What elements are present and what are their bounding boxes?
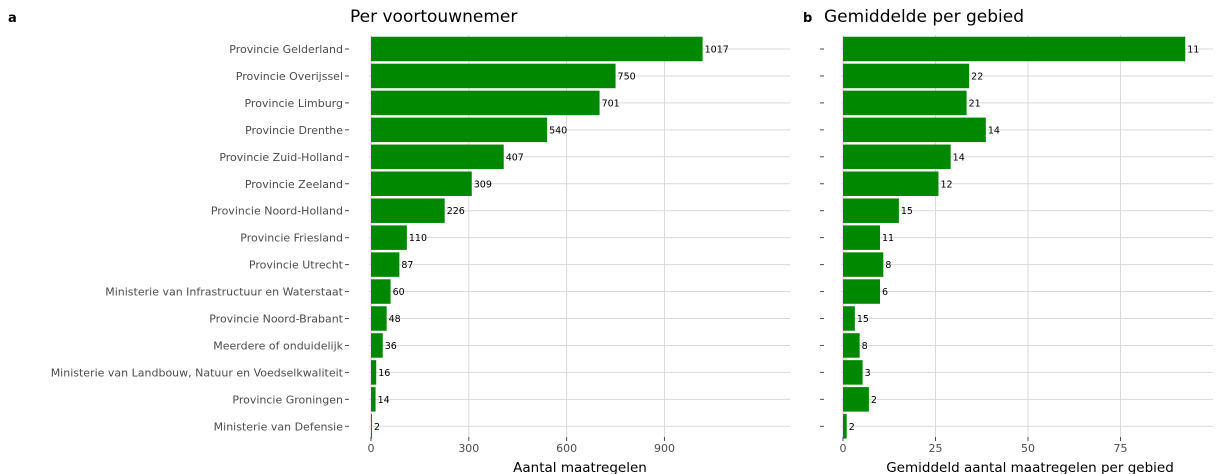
panel-b-x-axis-title: Gemiddeld aantal maatregelen per gebied bbox=[886, 460, 1174, 474]
panel-a-bar bbox=[371, 360, 377, 385]
panel-b-data-label: 8 bbox=[862, 341, 868, 352]
panel-b-data-label: 6 bbox=[882, 287, 888, 298]
category-label: Provincie Zuid-Holland bbox=[219, 151, 343, 164]
panel-a-bar bbox=[371, 90, 600, 116]
category-label: Provincie Zeeland bbox=[245, 178, 343, 191]
panel-b-bar bbox=[843, 90, 967, 116]
panel-a-data-label: 540 bbox=[549, 125, 567, 136]
panel-b-data-label: 2 bbox=[871, 395, 877, 406]
panel-a-letter: a bbox=[8, 11, 17, 26]
panel-a-bar bbox=[371, 252, 400, 277]
panel-b-bar bbox=[843, 171, 939, 196]
category-label: Meerdere of onduidelijk bbox=[213, 339, 343, 352]
panel-a-bar bbox=[371, 198, 445, 223]
panel-a-bar bbox=[371, 333, 383, 358]
panel-a-x-tick-label: 900 bbox=[654, 442, 675, 455]
panel-a-data-label: 407 bbox=[506, 152, 524, 163]
panel-a-plot: 0 300 600 900 Provincie Gelderland 1017 Provin… bbox=[51, 35, 790, 455]
category-label: Provincie Noord-Brabant bbox=[209, 313, 343, 326]
panel-b-title: Gemiddelde per gebied bbox=[824, 7, 1024, 27]
category-label: Provincie Limburg bbox=[244, 97, 343, 110]
panel-a-data-label: 701 bbox=[602, 98, 620, 109]
panel-a-data-label: 750 bbox=[618, 71, 636, 82]
panel-a-data-label: 16 bbox=[378, 368, 390, 379]
panel-b-data-label: 15 bbox=[901, 206, 913, 217]
panel-b-data-label: 22 bbox=[971, 71, 983, 82]
panel-b-data-label: 14 bbox=[988, 125, 1000, 136]
panel-b-bar bbox=[843, 225, 880, 250]
panel-b-bar bbox=[843, 198, 899, 223]
panel-a-data-label: 60 bbox=[393, 287, 405, 298]
category-label: Provincie Utrecht bbox=[249, 259, 344, 272]
panel-b-bar bbox=[843, 333, 860, 358]
panel-b-bar bbox=[843, 306, 855, 331]
category-label: Provincie Overijssel bbox=[236, 70, 343, 83]
panel-b-data-label: 3 bbox=[865, 368, 871, 379]
panel-b-data-label: 11 bbox=[882, 233, 894, 244]
panel-b-bar bbox=[843, 387, 869, 412]
panel-b-data-label: 15 bbox=[857, 314, 869, 325]
panel-b-x-tick-label: 75 bbox=[1114, 442, 1128, 455]
panel-a-bar bbox=[371, 63, 616, 89]
panel-b-bar bbox=[843, 117, 986, 143]
panel-a-bar bbox=[371, 414, 372, 439]
panel-a-bar bbox=[371, 36, 703, 62]
panel-a-x-axis-title: Aantal maatregelen bbox=[513, 460, 647, 474]
panel-a-bar bbox=[371, 144, 504, 170]
panel-b-data-label: 12 bbox=[940, 179, 952, 190]
panel-a-bar bbox=[371, 117, 548, 143]
panel-a-data-label: 48 bbox=[389, 314, 401, 325]
panel-a-data-label: 2 bbox=[374, 422, 380, 433]
panel-b-bar bbox=[843, 144, 951, 170]
panel-b-bar bbox=[843, 360, 863, 385]
panel-a-data-label: 110 bbox=[409, 233, 427, 244]
category-label: Provincie Friesland bbox=[240, 232, 343, 245]
category-label: Ministerie van Landbouw, Natuur en Voeds… bbox=[51, 366, 344, 379]
category-label: Provincie Gelderland bbox=[229, 43, 343, 56]
panel-b-x-tick-label: 25 bbox=[929, 442, 943, 455]
panel-b-bar bbox=[843, 279, 880, 304]
panel-a-data-label: 309 bbox=[474, 179, 492, 190]
panel-a-data-label: 226 bbox=[447, 206, 465, 217]
panel-b-bar bbox=[843, 36, 1186, 62]
panel-b-bar bbox=[843, 63, 970, 89]
panel-b-data-label: 11 bbox=[1187, 45, 1199, 56]
panel-a-bar bbox=[371, 171, 472, 196]
category-label: Ministerie van Defensie bbox=[214, 420, 344, 433]
panel-b-letter: b bbox=[803, 11, 812, 26]
panel-a-x-tick-label: 300 bbox=[458, 442, 479, 455]
panel-b-data-label: 14 bbox=[953, 152, 965, 163]
panel-a-data-label: 1017 bbox=[705, 45, 729, 56]
panel-a-data-label: 87 bbox=[401, 260, 413, 271]
panel-a-bar bbox=[371, 225, 407, 250]
panel-a-x-tick-label: 0 bbox=[368, 442, 375, 455]
panel-b-x-tick-label: 50 bbox=[1021, 442, 1035, 455]
category-label: Provincie Drenthe bbox=[245, 124, 343, 137]
category-label: Provincie Groningen bbox=[232, 393, 343, 406]
panel-b-x-tick-label: 0 bbox=[840, 442, 847, 455]
panel-a-bar bbox=[371, 306, 387, 331]
category-label: Provincie Noord-Holland bbox=[211, 205, 343, 218]
panel-a-x-tick-label: 600 bbox=[556, 442, 577, 455]
panel-b-bar bbox=[843, 414, 847, 439]
category-label: Ministerie van Infrastructuur en Waterst… bbox=[105, 286, 343, 299]
panel-b-data-label: 21 bbox=[969, 98, 981, 109]
panel-a-data-label: 36 bbox=[385, 341, 397, 352]
panel-b-bar bbox=[843, 252, 884, 277]
panel-b-data-label: 2 bbox=[849, 422, 855, 433]
panel-a-bar bbox=[371, 279, 391, 304]
panel-a-title: Per voortouwnemer bbox=[350, 7, 517, 27]
panel-a-data-label: 14 bbox=[378, 395, 390, 406]
panel-b-data-label: 8 bbox=[885, 260, 891, 271]
panel-a-bar bbox=[371, 387, 376, 412]
